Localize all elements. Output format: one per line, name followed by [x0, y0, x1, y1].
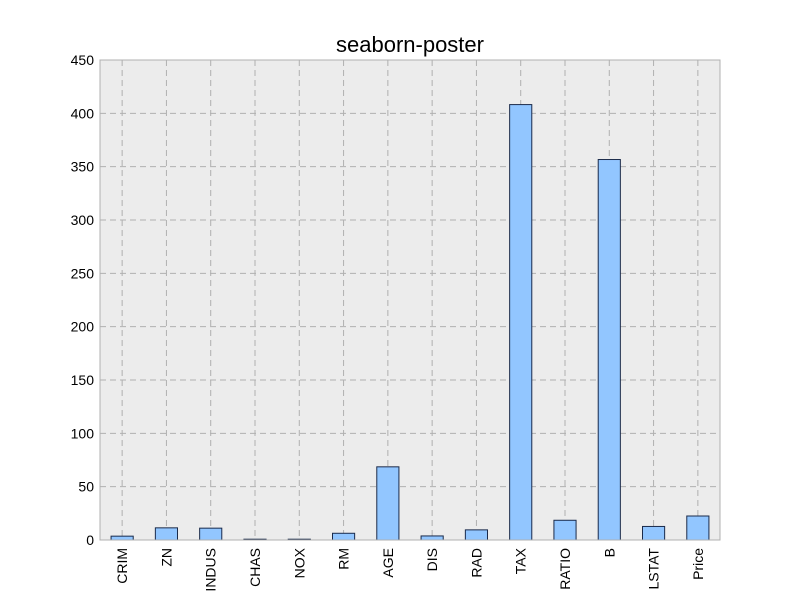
chart-title: seaborn-poster: [336, 32, 484, 57]
x-tick-label-lstat: LSTAT: [646, 548, 662, 590]
y-tick-label: 200: [71, 319, 95, 335]
bar-crim: [110, 535, 134, 541]
y-tick-label: 400: [71, 105, 95, 121]
y-tick-label: 350: [71, 159, 95, 175]
bars: [110, 104, 710, 541]
x-tick-label-chas: CHAS: [247, 548, 263, 587]
x-tick-label-ratio: RATIO: [557, 548, 573, 590]
y-tick-label: 300: [71, 212, 95, 228]
grid-lines: [100, 59, 720, 541]
x-tick-label-indus: INDUS: [203, 548, 219, 592]
y-tick-label: 450: [71, 52, 95, 68]
x-tick-label-b: B: [601, 548, 617, 557]
axis-frame: [99, 59, 721, 541]
bar-indus: [199, 527, 223, 541]
y-tick-label: 150: [71, 372, 95, 388]
bar-dis: [420, 535, 444, 541]
x-tick-label-rm: RM: [336, 548, 352, 570]
y-tick-label: 50: [78, 479, 94, 495]
x-tick-label-dis: DIS: [424, 548, 440, 571]
plot-area: [100, 60, 720, 540]
x-tick-labels: CRIM ZN INDUS CHAS NOX RM AGE DIS RAD TAX RATIO B LS…: [114, 547, 706, 591]
bar-rad: [464, 529, 489, 541]
y-tick-label: 100: [71, 425, 95, 441]
y-tick-labels: 0 50 100 150 200 250 300 350 400 450: [71, 52, 95, 548]
bar-rm: [332, 532, 356, 541]
x-tick-label-crim: CRIM: [114, 548, 130, 584]
x-tick-label-age: AGE: [380, 548, 396, 578]
bar-price: [686, 515, 710, 541]
x-tick-label-zn: ZN: [158, 548, 174, 567]
bar-zn: [154, 527, 179, 541]
bar-ratio: [553, 519, 577, 541]
bar-b: [597, 159, 621, 541]
x-tick-label-rad: RAD: [468, 548, 484, 578]
y-tick-label: 250: [71, 265, 95, 281]
y-tick-label: 0: [86, 532, 94, 548]
x-tick-label-nox: NOX: [291, 547, 307, 578]
bar-lstat: [642, 525, 666, 541]
bar-age: [376, 466, 400, 541]
bar-tax: [509, 104, 533, 541]
x-tick-label-tax: TAX: [513, 547, 529, 574]
x-tick-label-price: Price: [690, 548, 706, 580]
